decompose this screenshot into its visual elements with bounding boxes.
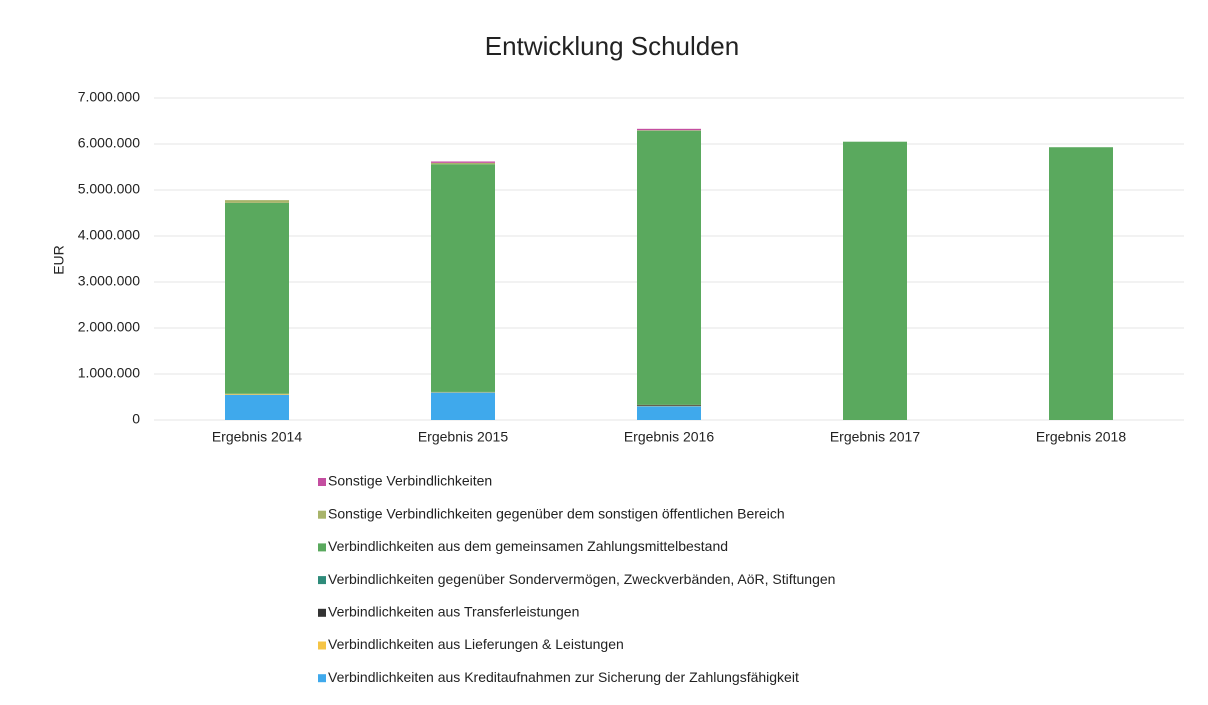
x-tick-label: Ergebnis 2018 [1036,429,1127,445]
bar-segment [637,130,701,405]
y-tick-label: 2.000.000 [78,319,140,335]
legend-swatch [318,641,326,650]
legend-label: Sonstige Verbindlichkeiten [328,473,492,489]
legend-label: Verbindlichkeiten aus Transferleistungen [328,604,579,620]
y-tick-label: 3.000.000 [78,273,140,289]
bar-segment [1049,147,1113,420]
legend-label: Verbindlichkeiten gegenüber Sondervermög… [328,571,835,587]
y-tick-label: 7.000.000 [78,89,140,105]
legend-swatch [318,576,326,585]
x-tick-label: Ergebnis 2014 [212,429,303,445]
bar-segment [431,392,495,420]
bar-segment [431,161,495,163]
legend-label: Verbindlichkeiten aus Lieferungen & Leis… [328,636,624,652]
bar-segment [843,141,907,420]
legend-swatch [318,510,326,519]
y-tick-label: 4.000.000 [78,227,140,243]
legend-label: Sonstige Verbindlichkeiten gegenüber dem… [328,505,785,521]
x-tick-label: Ergebnis 2015 [418,429,509,445]
legend-swatch [318,674,326,683]
legend-swatch [318,478,326,486]
y-tick-label: 5.000.000 [78,181,140,197]
bar-segment [225,200,289,203]
y-tick-label: 6.000.000 [78,135,140,151]
x-tick-label: Ergebnis 2016 [624,429,715,445]
legend-label: Verbindlichkeiten aus Kreditaufnahmen zu… [328,669,799,685]
legend-label: Verbindlichkeiten aus dem gemeinsamen Za… [328,538,728,554]
bar-segment [225,394,289,420]
legend-swatch [318,543,326,552]
legend-swatch [318,608,326,617]
bar-segment [225,202,289,394]
y-axis-label: EUR [51,245,67,275]
x-tick-label: Ergebnis 2017 [830,429,921,445]
bar-segment [637,128,701,131]
y-tick-label: 0 [132,411,140,427]
bar-segment [431,164,495,392]
chart-title: Entwicklung Schulden [485,31,739,61]
bar-segment [637,406,701,420]
bar-segment [225,393,289,395]
bar-segment [431,162,495,165]
bar-segment [637,404,701,406]
y-tick-label: 1.000.000 [78,365,140,381]
